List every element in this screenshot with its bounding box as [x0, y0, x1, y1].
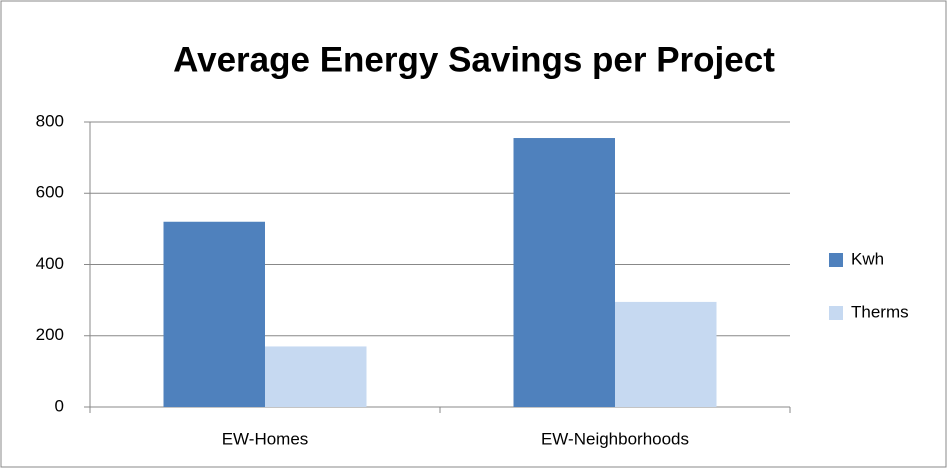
chart-title: Average Energy Savings per Project	[173, 40, 775, 79]
y-tick-label: 0	[55, 396, 64, 415]
y-tick-label: 400	[36, 254, 64, 273]
x-tick-label: EW-Homes	[222, 429, 309, 448]
legend-swatch	[829, 253, 843, 267]
y-tick-label: 800	[36, 111, 64, 130]
bar	[265, 346, 367, 407]
bar	[163, 221, 265, 407]
legend-label: Therms	[851, 302, 909, 321]
bar	[615, 301, 717, 407]
bar	[513, 138, 615, 407]
legend-label: Kwh	[851, 249, 884, 268]
x-tick-label: EW-Neighborhoods	[541, 429, 689, 448]
y-tick-label: 600	[36, 183, 64, 202]
y-tick-label: 200	[36, 325, 64, 344]
legend-swatch	[829, 306, 843, 320]
